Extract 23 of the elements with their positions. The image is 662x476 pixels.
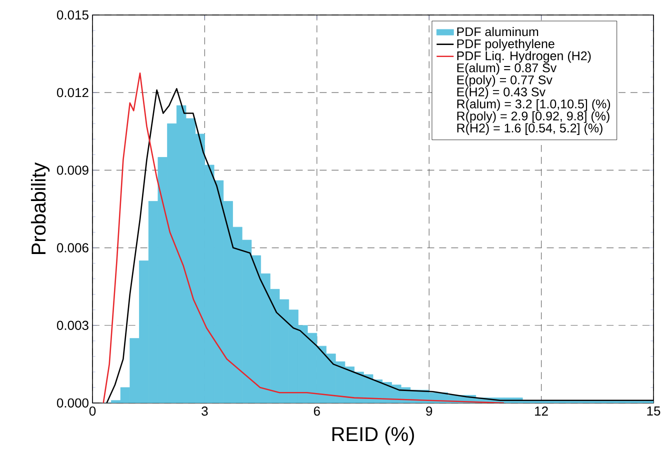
x-tick-label: 3 bbox=[202, 406, 208, 416]
annotation: E(poly) = 0.77 Sv bbox=[457, 75, 552, 87]
y-tick-label: 0.000 bbox=[56, 398, 88, 408]
y-axis-title: Probability bbox=[30, 162, 50, 254]
annotation: E(H2) = 0.43 Sv bbox=[457, 87, 546, 99]
annotation: R(alum) = 3.2 [1.0,10.5] (%) bbox=[457, 99, 610, 111]
x-tick-label: 15 bbox=[647, 406, 660, 416]
legend-label: PDF Liq. Hydrogen (H2) bbox=[457, 51, 591, 63]
legend-label: PDF polyethylene bbox=[457, 39, 554, 51]
x-tick-label: 12 bbox=[535, 406, 548, 416]
x-tick-label: 6 bbox=[314, 406, 320, 416]
y-tick-label: 0.012 bbox=[56, 88, 88, 98]
y-tick-label: 0.015 bbox=[56, 10, 88, 20]
annotation: E(alum) = 0.87 Sv bbox=[457, 63, 557, 75]
y-tick-label: 0.003 bbox=[56, 320, 88, 330]
x-axis-title: REID (%) bbox=[332, 426, 414, 446]
y-tick-label: 0.006 bbox=[56, 243, 88, 252]
x-tick-label: 0 bbox=[89, 406, 96, 416]
y-tick-label: 0.009 bbox=[56, 166, 88, 175]
annotation: R(poly) = 2.9 [0.92, 9.8] (%) bbox=[457, 111, 610, 123]
x-tick-label: 9 bbox=[426, 406, 432, 416]
annotation: R(H2) = 1.6 [0.54, 5.2] (%) bbox=[457, 123, 602, 135]
legend-label: PDF aluminum bbox=[457, 26, 538, 36]
